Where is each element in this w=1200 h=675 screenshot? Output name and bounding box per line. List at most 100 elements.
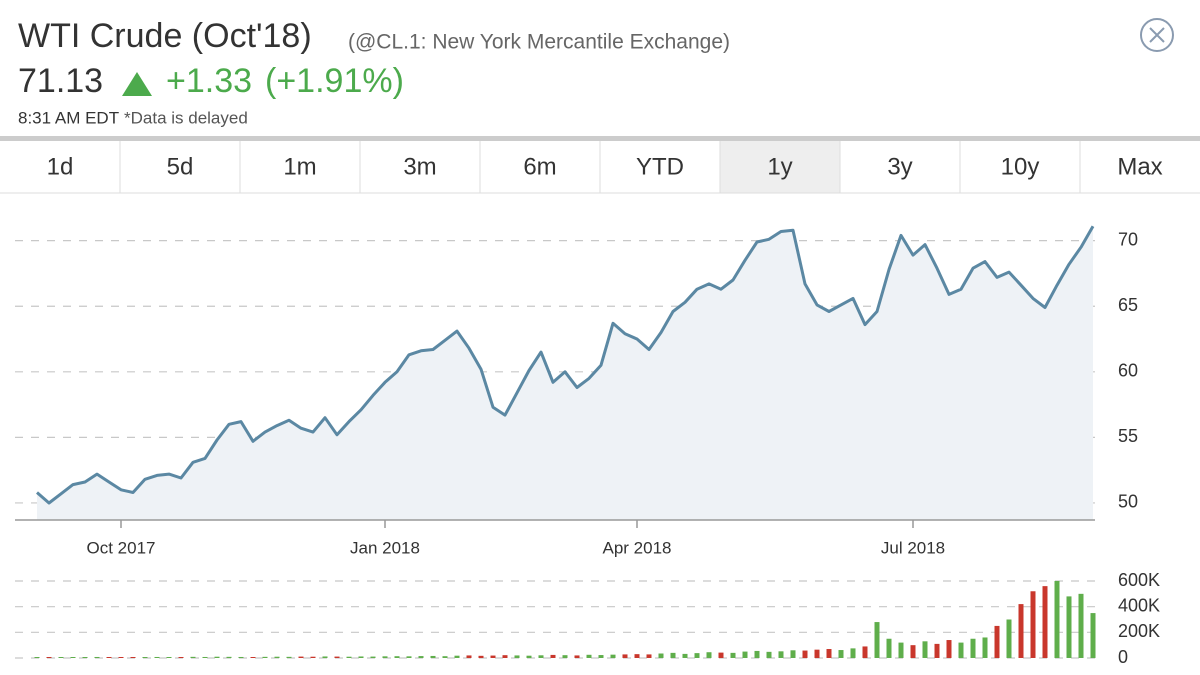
volume-bar <box>274 656 280 658</box>
volume-bar <box>598 655 604 658</box>
volume-bar <box>538 655 544 658</box>
volume-bar <box>418 656 424 658</box>
volume-bar <box>334 656 340 658</box>
volume-bar <box>850 648 856 658</box>
volume-bar <box>862 646 868 658</box>
change: +1.33 <box>166 62 252 100</box>
volume-bar <box>826 649 832 658</box>
tab[interactable]: 5d <box>119 141 240 193</box>
tab[interactable]: 10y <box>959 141 1080 193</box>
volume-bar <box>562 655 568 658</box>
volume-bar <box>394 656 400 658</box>
volume-bar <box>550 654 556 658</box>
volume-bar <box>874 622 880 658</box>
volume-bar <box>958 642 964 658</box>
volume-bar <box>730 652 736 658</box>
tab-label: 10y <box>1001 153 1040 180</box>
volume-bar <box>682 653 688 658</box>
tab-bg <box>1080 141 1200 193</box>
tab-label: 3m <box>403 153 436 180</box>
x-tick-label: Jul 2018 <box>881 538 945 557</box>
volume-bar <box>970 638 976 658</box>
tab-label: YTD <box>636 153 684 180</box>
tab[interactable]: 3m <box>359 141 480 193</box>
volume-bar <box>190 656 196 658</box>
volume-bar <box>106 657 112 658</box>
volume-bar <box>238 656 244 658</box>
volume-bar <box>358 656 364 658</box>
volume-bar <box>502 655 508 658</box>
volume-bar <box>802 650 808 658</box>
volume-bar <box>646 654 652 658</box>
tab[interactable]: Max <box>1079 141 1200 193</box>
volume-bar <box>1030 591 1036 658</box>
volume-bar <box>466 655 472 658</box>
tab-bg <box>960 141 1080 193</box>
volume-bar <box>310 656 316 658</box>
note: *Data is delayed <box>124 108 248 127</box>
volume-bar <box>934 643 940 658</box>
y-tick-label: 55 <box>1118 426 1138 446</box>
tab-label: 1y <box>767 153 792 180</box>
y-tick-label: 60 <box>1118 361 1138 381</box>
tab-label: 6m <box>523 153 556 180</box>
volume-bar <box>766 651 772 658</box>
tab-label: 3y <box>887 153 912 180</box>
x-tick-label: Apr 2018 <box>603 538 672 557</box>
volume-bar <box>490 655 496 658</box>
volume-bar <box>898 642 904 658</box>
tab-label: Max <box>1117 153 1162 180</box>
tab-bg <box>480 141 600 193</box>
volume-bar <box>658 653 664 658</box>
tab[interactable]: 1y <box>719 141 840 193</box>
y-tick-label: 50 <box>1118 492 1138 512</box>
volume-bar <box>178 657 184 658</box>
volume-bar <box>130 657 136 658</box>
volume-bar <box>514 655 520 658</box>
y-tick-label: 400K <box>1118 595 1160 615</box>
volume-bar <box>946 640 952 658</box>
price: 71.13 <box>18 62 103 100</box>
volume-bar <box>1006 619 1012 658</box>
volume-bar <box>34 657 40 658</box>
volume-bar <box>610 654 616 658</box>
x-tick-label: Oct 2017 <box>87 538 156 557</box>
symbol: (@CL.1: New York Mercantile Exchange) <box>348 31 730 54</box>
title: WTI Crude (Oct'18) <box>18 17 312 55</box>
y-tick-label: 600K <box>1118 570 1160 590</box>
tab[interactable]: 1d <box>0 141 120 193</box>
tab-bg <box>120 141 240 193</box>
tab[interactable]: 6m <box>479 141 600 193</box>
volume-bar <box>1054 581 1060 658</box>
volume-bar <box>154 656 160 658</box>
volume-bar <box>70 657 76 658</box>
volume-bar <box>718 652 724 658</box>
tab-bg <box>240 141 360 193</box>
tab[interactable]: 1m <box>239 141 360 193</box>
volume-bar <box>370 656 376 658</box>
volume-bar <box>214 656 220 658</box>
volume-bar <box>814 649 820 658</box>
volume-bar <box>1090 613 1096 658</box>
tab-bg <box>600 141 720 193</box>
close-button[interactable] <box>1140 18 1174 52</box>
change-pct: (+1.91%) <box>265 62 404 100</box>
tab-label: 1m <box>283 153 316 180</box>
volume-bar <box>250 657 256 658</box>
volume-bar <box>202 656 208 658</box>
volume-bar <box>1066 596 1072 658</box>
separator <box>0 136 1200 141</box>
volume-bar <box>574 655 580 658</box>
volume-bar <box>82 657 88 658</box>
y-tick-label: 0 <box>1118 647 1128 667</box>
volume-bar <box>622 654 628 658</box>
tab[interactable]: 3y <box>839 141 960 193</box>
tab-bg <box>360 141 480 193</box>
tab[interactable]: YTD <box>599 141 720 193</box>
volume-bar <box>1018 604 1024 658</box>
volume-bar <box>922 641 928 658</box>
chart: 50 55 60 65 70 Oct 2017 Jan 2018 Apr 2018 Jul 20… <box>15 225 1160 667</box>
volume-bar <box>994 625 1000 658</box>
